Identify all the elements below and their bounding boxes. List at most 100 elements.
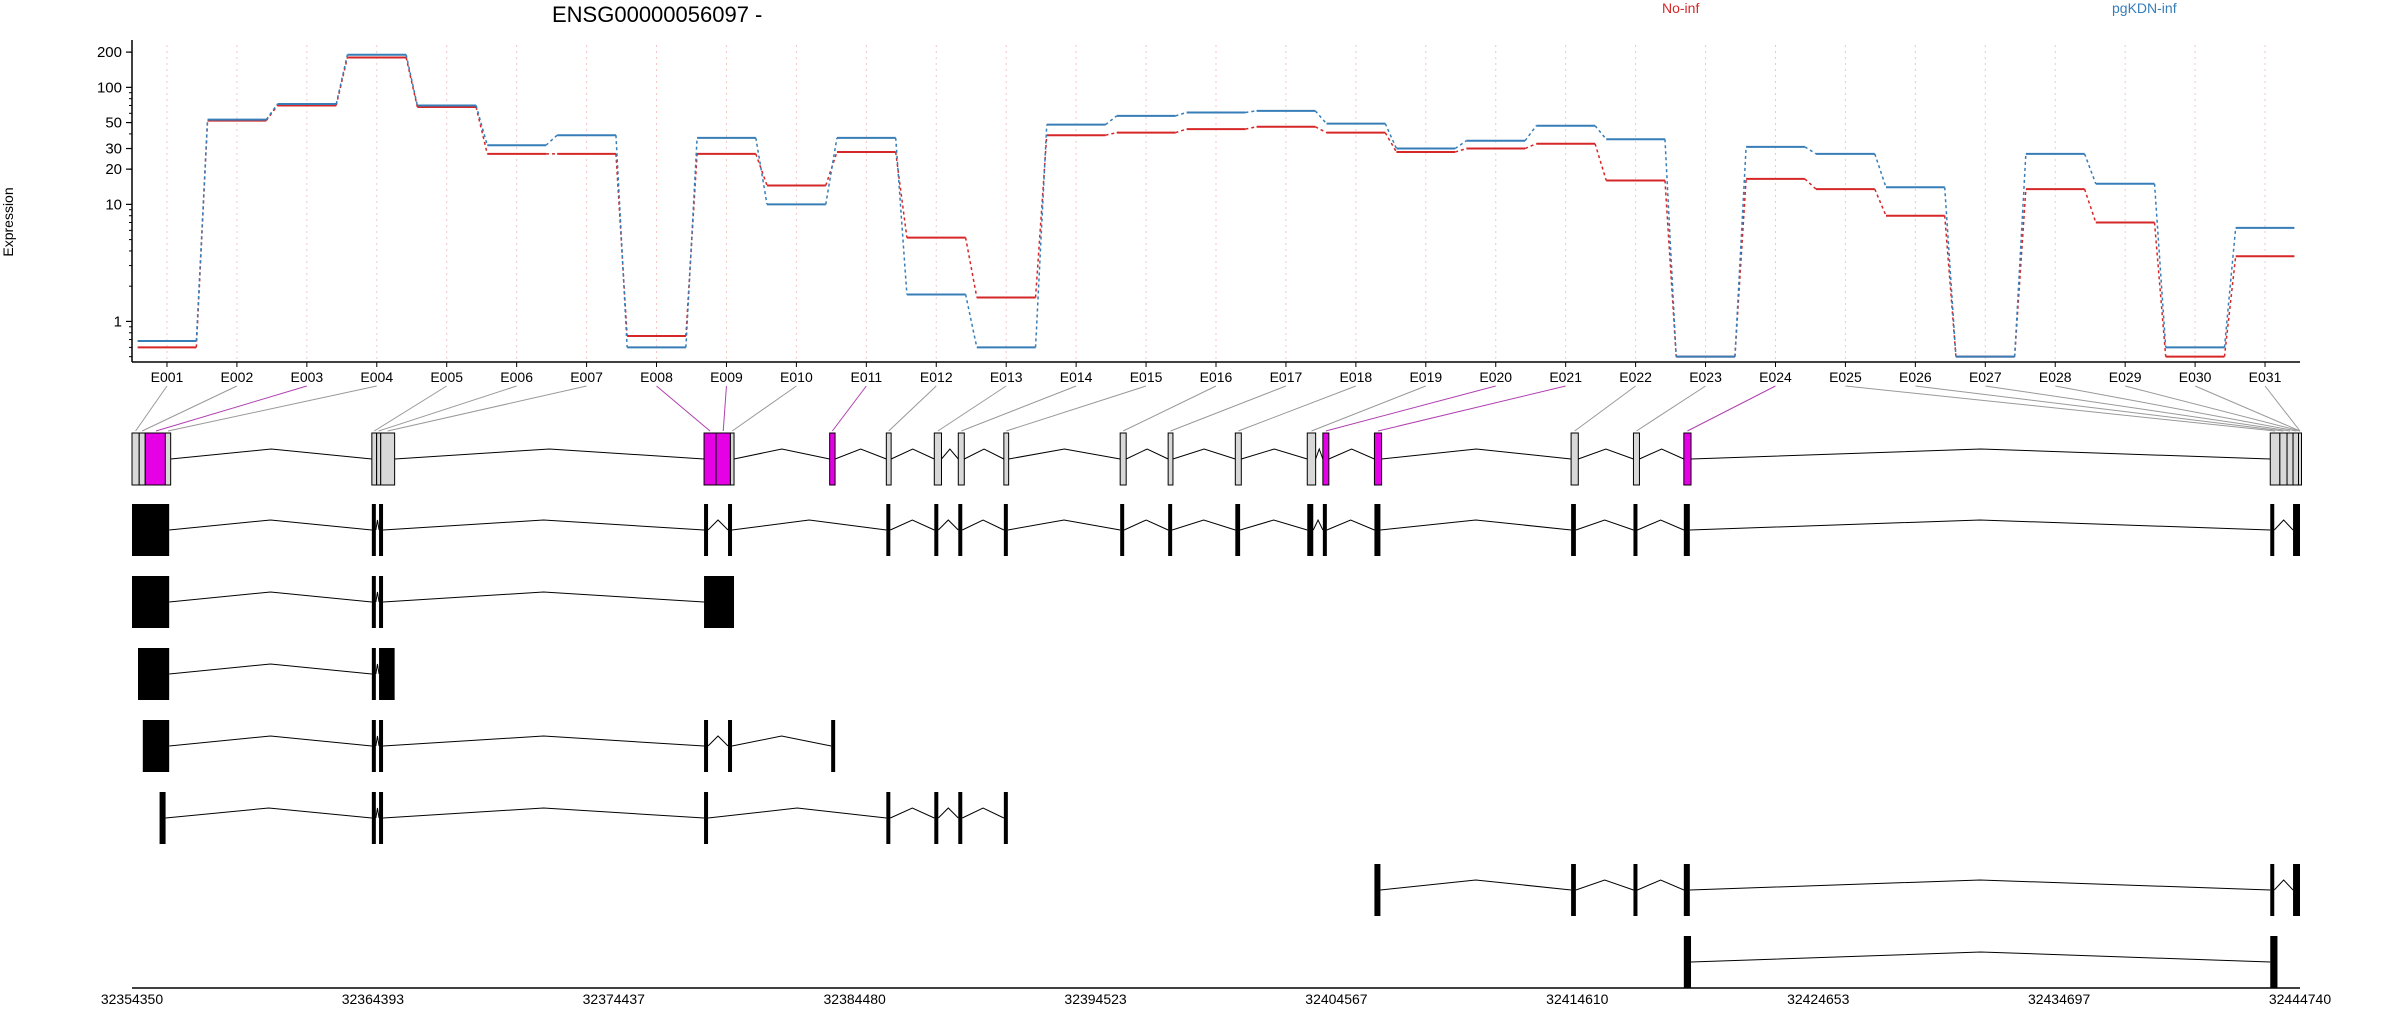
y-tick-label-10: 10 bbox=[105, 196, 122, 213]
gene-model-exon-E009 bbox=[715, 432, 731, 486]
exon-link-E020 bbox=[1325, 385, 1496, 432]
series-0-connector bbox=[1874, 188, 1887, 217]
series-0-connector bbox=[1314, 126, 1327, 134]
transcript-5-intron bbox=[707, 807, 887, 819]
gene-model-exon-E007 bbox=[380, 432, 396, 486]
series-0-connector bbox=[2083, 188, 2097, 223]
exon-link-E004 bbox=[167, 385, 377, 432]
transcript-5-exon-4 bbox=[704, 792, 709, 844]
transcript-1-exon-3 bbox=[379, 504, 384, 556]
transcript-4-intron bbox=[383, 735, 705, 747]
series-0-connector bbox=[1245, 126, 1257, 130]
series-1-connector bbox=[964, 294, 978, 348]
series-1-connector bbox=[615, 135, 628, 348]
transcript-1-intron bbox=[1380, 519, 1572, 531]
gene-model-exon-E016 bbox=[1119, 432, 1127, 486]
x-tick-label-E001: E001 bbox=[151, 369, 184, 385]
transcript-4-intron bbox=[731, 735, 832, 747]
series-1-connector bbox=[1874, 153, 1887, 188]
series-0-connector bbox=[1804, 178, 1817, 190]
genomic-tick-label-7: 32424653 bbox=[1787, 991, 1850, 1007]
x-tick-label-E020: E020 bbox=[1479, 369, 1512, 385]
x-tick-label-E021: E021 bbox=[1549, 369, 1582, 385]
exon-link-E027 bbox=[1985, 385, 2291, 432]
transcript-2-intron bbox=[169, 591, 372, 603]
x-tick-label-E016: E016 bbox=[1200, 369, 1233, 385]
transcript-5-exon-7 bbox=[958, 792, 963, 844]
exon-link-E014 bbox=[961, 385, 1077, 432]
series-0-connector bbox=[405, 57, 419, 108]
transcript-6-intron bbox=[1380, 879, 1572, 891]
x-tick-label-E012: E012 bbox=[920, 369, 953, 385]
gene-model-exon-E023 bbox=[1632, 432, 1640, 486]
transcript-4-intron bbox=[375, 735, 380, 747]
transcript-1-exon-10 bbox=[1120, 504, 1125, 556]
series-1-connector bbox=[755, 137, 768, 205]
y-tick-label-50: 50 bbox=[105, 115, 122, 132]
exon-link-E008 bbox=[656, 385, 711, 432]
transcript-1-exon-1 bbox=[132, 504, 170, 556]
series-1-connector bbox=[2013, 153, 2027, 357]
transcript-1-exon-4 bbox=[704, 504, 709, 556]
gene-model-exon-E014 bbox=[957, 432, 965, 486]
series-1-connector bbox=[894, 137, 908, 295]
transcript-7-exon-1 bbox=[1683, 936, 1692, 988]
x-tick-label-E011: E011 bbox=[850, 369, 882, 385]
exon-link-E010 bbox=[731, 385, 797, 432]
exon-link-E007 bbox=[387, 385, 587, 432]
x-tick-label-E014: E014 bbox=[1060, 369, 1093, 385]
y-tick-label-200: 200 bbox=[97, 44, 122, 61]
series-1-connector bbox=[1943, 187, 1957, 357]
genomic-tick-label-5: 32404567 bbox=[1305, 991, 1368, 1007]
gene-model-exon-E025 bbox=[2269, 432, 2281, 486]
series-0-connector bbox=[1664, 180, 1677, 357]
transcript-1-intron bbox=[169, 519, 372, 531]
exon-link-E002 bbox=[141, 385, 238, 432]
series-0-connector bbox=[964, 237, 978, 298]
series-1-connector bbox=[2223, 227, 2237, 348]
transcript-1-exon-15 bbox=[1374, 504, 1381, 556]
y-tick-label-1: 1 bbox=[114, 313, 122, 330]
series-1-connector bbox=[1524, 125, 1537, 142]
x-tick-label-E002: E002 bbox=[221, 369, 254, 385]
transcript-4-intron bbox=[169, 735, 372, 747]
series-1-connector bbox=[1175, 111, 1187, 117]
x-tick-label-E024: E024 bbox=[1759, 369, 1792, 385]
gene-model-exon-E020 bbox=[1322, 432, 1330, 486]
series-1-connector bbox=[1664, 139, 1677, 357]
gene-model-exon-E008 bbox=[703, 432, 717, 486]
series-0-connector bbox=[1594, 143, 1607, 181]
transcript-3-exon-1 bbox=[137, 648, 170, 700]
x-tick-label-E019: E019 bbox=[1409, 369, 1442, 385]
transcript-1-exon-6 bbox=[886, 504, 891, 556]
transcript-6-exon-1 bbox=[1374, 864, 1381, 916]
genomic-tick-label-3: 32384480 bbox=[824, 991, 887, 1007]
transcript-1-exon-2 bbox=[371, 504, 376, 556]
gene-model-exon-E005 bbox=[371, 432, 378, 486]
exon-link-E011 bbox=[831, 385, 867, 432]
transcript-2-exon-2 bbox=[371, 576, 376, 628]
transcript-5-exon-3 bbox=[379, 792, 384, 844]
transcript-5-exon-6 bbox=[934, 792, 939, 844]
transcript-7-exon-2 bbox=[2270, 936, 2278, 988]
series-0-connector bbox=[1175, 128, 1187, 134]
gene-model-intron bbox=[1691, 448, 2271, 460]
genomic-tick-label-8: 32434697 bbox=[2028, 991, 2091, 1007]
transcript-5-intron bbox=[165, 807, 372, 819]
chart-title: ENSG00000056097 - bbox=[552, 2, 763, 27]
gene-model-exon-E022 bbox=[1570, 432, 1579, 486]
genomic-tick-label-0: 32354350 bbox=[101, 991, 164, 1007]
series-0-connector bbox=[1524, 143, 1537, 150]
x-tick-label-E030: E030 bbox=[2179, 369, 2212, 385]
gene-model-exon-E011 bbox=[829, 432, 836, 486]
transcript-1-intron bbox=[1123, 519, 1169, 531]
gene-model-intron bbox=[733, 448, 830, 460]
transcript-5-exon-8 bbox=[1003, 792, 1008, 844]
exon-link-E030 bbox=[2194, 385, 2301, 432]
gene-model-exon-E018 bbox=[1234, 432, 1242, 486]
x-tick-label-E022: E022 bbox=[1619, 369, 1652, 385]
gene-model-intron bbox=[1315, 447, 1324, 460]
transcript-4-exon-3 bbox=[379, 720, 384, 772]
exon-link-E013 bbox=[937, 385, 1007, 432]
